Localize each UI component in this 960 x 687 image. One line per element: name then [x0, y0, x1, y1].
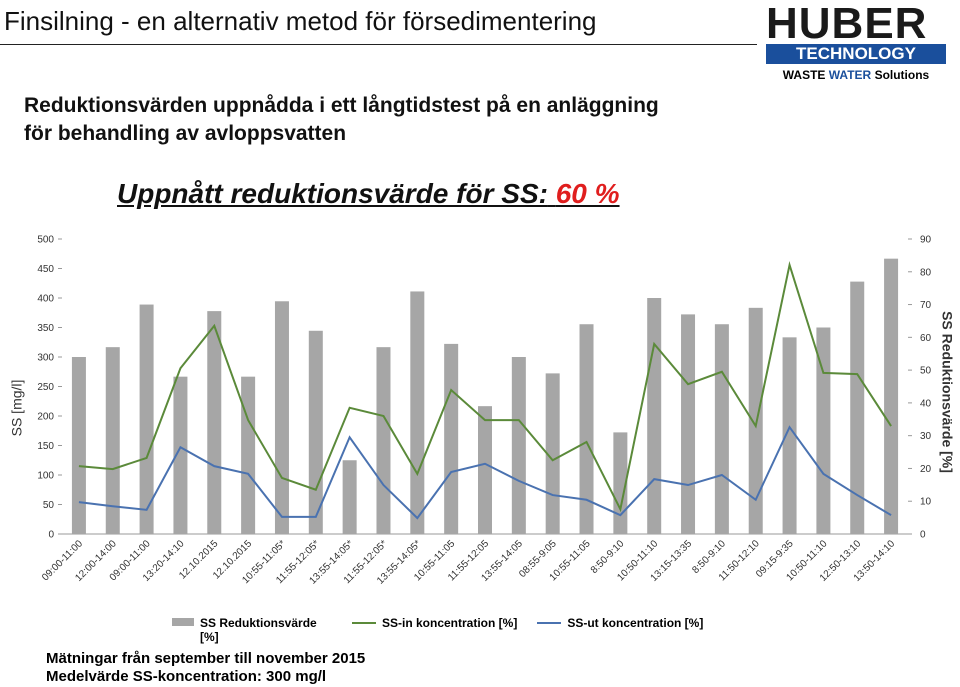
y2-tick-label: 40: [920, 398, 932, 409]
bar: [714, 324, 729, 534]
bar: [579, 324, 594, 534]
slide-title: Finsilning - en alternativ metod för för…: [4, 6, 597, 36]
bar: [274, 301, 289, 534]
note: Mätningar från september till november 2…: [46, 650, 366, 667]
y2-tick-label: 10: [920, 497, 932, 508]
bar: [613, 432, 628, 534]
y2-tick-label: 90: [920, 235, 932, 246]
legend-swatch: [172, 618, 194, 626]
bar: [782, 337, 797, 534]
headline-value: 60 %: [555, 178, 620, 209]
y-axis-title: SS [mg/l]: [9, 380, 25, 437]
legend-item: SS-ut koncentration [%]: [537, 616, 703, 644]
bar: [105, 347, 120, 534]
bar: [816, 327, 831, 534]
y-tick-label: 500: [37, 235, 54, 246]
bar: [241, 376, 256, 534]
legend-label: SS-ut koncentration [%]: [567, 616, 704, 630]
bar: [511, 357, 526, 534]
line: [78, 261, 892, 513]
y-tick-label: 50: [43, 500, 55, 511]
bar: [748, 307, 763, 534]
y2-tick-label: 20: [920, 464, 932, 475]
headline: Uppnått reduktionsvärde för SS: 60 %: [117, 178, 620, 210]
legend-item: SS-in koncentration [%]: [352, 616, 517, 644]
bar: [410, 291, 425, 534]
y-tick-label: 400: [37, 294, 54, 305]
bar: [681, 314, 696, 534]
legend-swatch: [352, 622, 376, 624]
y2-tick-label: 30: [920, 431, 932, 442]
bar: [884, 258, 899, 534]
logo: HUBER TECHNOLOGY WASTE WATER Solutions: [766, 0, 946, 82]
logo-sub: TECHNOLOGY: [766, 44, 946, 64]
y2-tick-label: 50: [920, 366, 932, 377]
bar: [207, 311, 222, 534]
line: [78, 425, 892, 520]
y-tick-label: 250: [37, 382, 54, 393]
title-rule: [0, 44, 757, 45]
bar: [71, 357, 86, 534]
y2-tick-label: 60: [920, 333, 932, 344]
logo-tag3: Solutions: [874, 68, 930, 82]
subtitle: Reduktionsvärden uppnådda i ett långtids…: [24, 94, 659, 145]
bar: [444, 343, 459, 534]
y2-tick-label: 80: [920, 267, 932, 278]
logo-tag: WASTE WATER Solutions: [766, 68, 946, 82]
legend: SS Reduktionsvärde [%] SS-in koncentratio…: [172, 616, 703, 644]
bar: [342, 460, 357, 534]
y-tick-label: 150: [37, 441, 54, 452]
bar: [376, 347, 391, 534]
legend-label: SS-in koncentration [%]: [382, 616, 518, 630]
y2-tick-label: 70: [920, 300, 932, 311]
note: Medelvärde SS-koncentration: 300 mg/l: [46, 668, 327, 685]
bar: [850, 281, 865, 534]
y-tick-label: 350: [37, 323, 54, 334]
bar: [139, 304, 154, 534]
y2-axis-title: SS Reduktionsvärde [%]: [939, 311, 955, 473]
bar: [647, 298, 662, 534]
headline-text: Uppnått reduktionsvärde för SS:: [117, 178, 548, 209]
y-tick-label: 300: [37, 353, 54, 364]
legend-item: SS Reduktionsvärde [%]: [172, 616, 332, 644]
bar: [478, 406, 492, 534]
notes: Mätningar från september till november 2…: [46, 650, 365, 686]
logo-brand: HUBER: [766, 0, 928, 48]
logo-tag2: WATER: [828, 68, 872, 82]
legend-label: SS Reduktionsvärde [%]: [200, 616, 317, 644]
y-tick-label: 200: [37, 412, 54, 423]
bar: [173, 376, 188, 534]
y-tick-label: 450: [37, 264, 54, 275]
y2-tick-label: 0: [920, 530, 926, 541]
legend-swatch: [537, 622, 562, 624]
y-tick-label: 100: [37, 471, 54, 482]
logo-tag1: WASTE: [782, 68, 826, 82]
y-tick-label: 0: [48, 530, 54, 541]
